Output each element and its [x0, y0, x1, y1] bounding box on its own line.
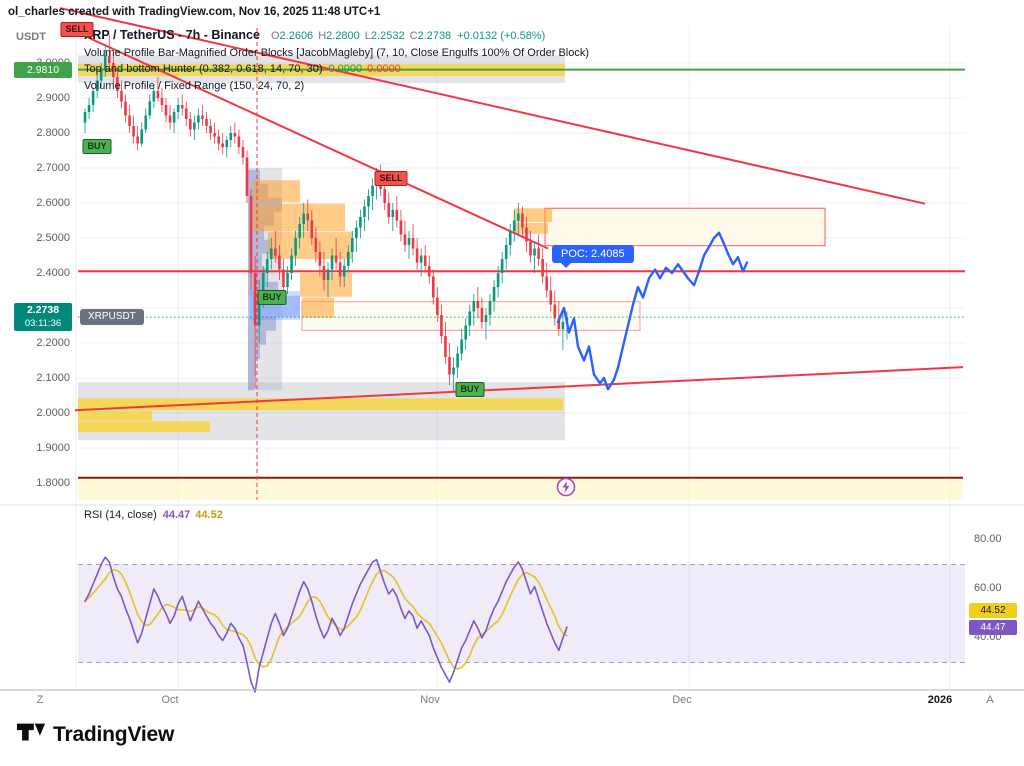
- time-axis-label[interactable]: A: [986, 694, 994, 706]
- time-axis-label[interactable]: Z: [36, 694, 44, 706]
- open-label: O: [270, 30, 280, 42]
- lightning-drawing-icon[interactable]: [556, 477, 576, 502]
- time-axis-label[interactable]: Nov: [420, 694, 440, 706]
- price-axis-label[interactable]: 2.0000: [36, 406, 70, 419]
- legend-symbol-row[interactable]: XRP / TetherUS - 7h - Binance O2.2606 H2.2…: [84, 27, 589, 45]
- close-value: 2.2738: [417, 30, 452, 42]
- price-axis-label[interactable]: 2.8000: [36, 126, 70, 139]
- rsi-axis-label[interactable]: 80.00: [974, 533, 1002, 545]
- price-axis-label[interactable]: 2.7000: [36, 161, 70, 174]
- attribution-text: ol_charles created with TradingView.com,…: [8, 6, 381, 18]
- price-level-badge-green: 2.9810: [14, 61, 72, 78]
- time-axis-label[interactable]: 2026: [927, 694, 953, 706]
- tradingview-logo-icon: [16, 719, 46, 750]
- price-axis-label[interactable]: 2.6000: [36, 196, 70, 209]
- rsi-value: 44.47: [162, 509, 191, 521]
- last-price-value: 2.2738: [26, 304, 60, 317]
- last-price-badge: 2.2738 03:11:36: [14, 303, 72, 332]
- high-label: H: [318, 30, 327, 42]
- buy-signal-marker: BUY: [455, 382, 485, 398]
- symbol-tag: XRPUSDT: [80, 309, 144, 326]
- hunter-value-2: 0.0000: [367, 63, 401, 75]
- rsi-ma-badge: 44.52: [969, 603, 1017, 619]
- hunter-value-1: 0.0000: [328, 63, 363, 75]
- rsi-value-badge: 44.47: [969, 620, 1017, 636]
- tradingview-brand-text: TradingView: [53, 722, 175, 746]
- price-axis-label[interactable]: 2.9000: [36, 91, 70, 104]
- price-axis-label[interactable]: 2.5000: [36, 231, 70, 244]
- time-axis-label[interactable]: Oct: [161, 694, 179, 706]
- bar-countdown: 03:11:36: [24, 318, 62, 330]
- time-axis-label[interactable]: Dec: [672, 694, 692, 706]
- price-axis-label[interactable]: 1.8000: [36, 476, 70, 489]
- top-bottom-hunter-label: Top and bottom Hunter (0.382, 0.618, 14,…: [84, 63, 323, 75]
- price-axis-label[interactable]: 1.9000: [36, 441, 70, 454]
- rsi-ma-value: 44.52: [195, 509, 223, 521]
- sell-signal-marker: SELL: [374, 170, 408, 186]
- low-label: L: [364, 30, 371, 42]
- legend-indicator-volume-profile-order-blocks[interactable]: Volume Profile Bar-Magnified Order Block…: [84, 46, 590, 59]
- rsi-title: RSI (14, close): [84, 509, 157, 521]
- price-axis-currency-label: USDT: [16, 31, 46, 43]
- low-value: 2.2532: [370, 30, 405, 42]
- sell-signal-marker: SELL: [60, 21, 94, 37]
- tradingview-logo[interactable]: TradingView: [16, 719, 174, 750]
- close-label: C: [409, 30, 418, 42]
- buy-signal-marker: BUY: [82, 139, 112, 154]
- price-axis-label[interactable]: 2.2000: [36, 336, 70, 349]
- rsi-legend[interactable]: RSI (14, close) 44.47 44.52: [84, 509, 223, 521]
- rsi-axis-label[interactable]: 60.00: [974, 582, 1002, 594]
- price-axis-label[interactable]: 2.1000: [36, 371, 70, 384]
- change-value: +0.0132 (+0.58%): [457, 30, 546, 42]
- chart-legend: XRP / TetherUS - 7h - Binance O2.2606 H2.2…: [84, 27, 589, 94]
- poc-badge: POC: 2.4085: [552, 245, 634, 269]
- legend-indicator-top-bottom-hunter[interactable]: Top and bottom Hunter (0.382, 0.618, 14,…: [84, 61, 589, 78]
- open-value: 2.2606: [279, 30, 314, 42]
- legend-indicator-vp-fixed-range[interactable]: Volume Profile / Fixed Range (150, 24, 7…: [84, 79, 305, 92]
- price-axis-label[interactable]: 2.4000: [36, 266, 70, 279]
- buy-signal-marker: BUY: [257, 289, 287, 305]
- symbol-title: XRP / TetherUS - 7h - Binance: [84, 28, 260, 42]
- high-value: 2.2800: [326, 30, 360, 42]
